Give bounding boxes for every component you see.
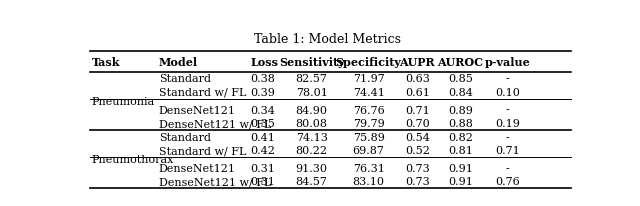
Text: 91.30: 91.30 [296, 163, 328, 173]
Text: DenseNet121: DenseNet121 [159, 105, 236, 115]
Text: Standard: Standard [159, 74, 211, 84]
Text: AUROC: AUROC [437, 56, 483, 68]
Text: 75.89: 75.89 [353, 132, 385, 142]
Text: 0.73: 0.73 [405, 176, 429, 186]
Text: 0.31: 0.31 [251, 163, 275, 173]
Text: p-value: p-value [484, 56, 531, 68]
Text: 0.76: 0.76 [495, 176, 520, 186]
Text: 74.41: 74.41 [353, 88, 385, 97]
Text: Loss: Loss [251, 56, 278, 68]
Text: 0.31: 0.31 [251, 176, 275, 186]
Text: 0.34: 0.34 [251, 105, 275, 115]
Text: 0.88: 0.88 [448, 118, 473, 128]
Text: 0.81: 0.81 [448, 145, 473, 155]
Text: DenseNet121 w/ FL: DenseNet121 w/ FL [159, 176, 271, 186]
Text: 82.57: 82.57 [296, 74, 328, 84]
Text: 0.61: 0.61 [405, 88, 429, 97]
Text: Task: Task [92, 56, 120, 68]
Text: 0.91: 0.91 [448, 163, 473, 173]
Text: 84.90: 84.90 [296, 105, 328, 115]
Text: -: - [506, 163, 509, 173]
Text: 80.22: 80.22 [296, 145, 328, 155]
Text: 74.13: 74.13 [296, 132, 328, 142]
Text: 0.42: 0.42 [251, 145, 275, 155]
Text: DenseNet121: DenseNet121 [159, 163, 236, 173]
Text: 0.41: 0.41 [251, 132, 275, 142]
Text: -: - [506, 74, 509, 84]
Text: 0.52: 0.52 [405, 145, 429, 155]
Text: 0.19: 0.19 [495, 118, 520, 128]
Text: 80.08: 80.08 [296, 118, 328, 128]
Text: 0.70: 0.70 [405, 118, 429, 128]
Text: 0.39: 0.39 [251, 88, 275, 97]
Text: 0.54: 0.54 [405, 132, 429, 142]
Text: 0.73: 0.73 [405, 163, 429, 173]
Text: 0.85: 0.85 [448, 74, 473, 84]
Text: -: - [506, 105, 509, 115]
Text: 0.10: 0.10 [495, 88, 520, 97]
Text: Pneumothorax: Pneumothorax [92, 154, 174, 164]
Text: -: - [506, 132, 509, 142]
Text: Sensitivity: Sensitivity [279, 56, 344, 68]
Text: 69.87: 69.87 [353, 145, 385, 155]
Text: 76.76: 76.76 [353, 105, 385, 115]
Text: Standard: Standard [159, 132, 211, 142]
Text: Pneumonia: Pneumonia [92, 96, 155, 106]
Text: 0.82: 0.82 [448, 132, 473, 142]
Text: Model: Model [159, 56, 198, 68]
Text: 0.63: 0.63 [405, 74, 429, 84]
Text: 79.79: 79.79 [353, 118, 385, 128]
Text: Standard w/ FL: Standard w/ FL [159, 88, 246, 97]
Text: Specificity: Specificity [336, 56, 402, 68]
Text: 84.57: 84.57 [296, 176, 328, 186]
Text: 71.97: 71.97 [353, 74, 385, 84]
Text: 0.35: 0.35 [251, 118, 275, 128]
Text: Table 1: Model Metrics: Table 1: Model Metrics [255, 33, 401, 46]
Text: 83.10: 83.10 [353, 176, 385, 186]
Text: 0.71: 0.71 [405, 105, 429, 115]
Text: 0.84: 0.84 [448, 88, 473, 97]
Text: AUPR: AUPR [399, 56, 435, 68]
Text: 0.71: 0.71 [495, 145, 520, 155]
Text: 76.31: 76.31 [353, 163, 385, 173]
Text: DenseNet121 w/ FL: DenseNet121 w/ FL [159, 118, 271, 128]
Text: 0.91: 0.91 [448, 176, 473, 186]
Text: Standard w/ FL: Standard w/ FL [159, 145, 246, 155]
Text: 0.38: 0.38 [251, 74, 275, 84]
Text: 78.01: 78.01 [296, 88, 328, 97]
Text: 0.89: 0.89 [448, 105, 473, 115]
